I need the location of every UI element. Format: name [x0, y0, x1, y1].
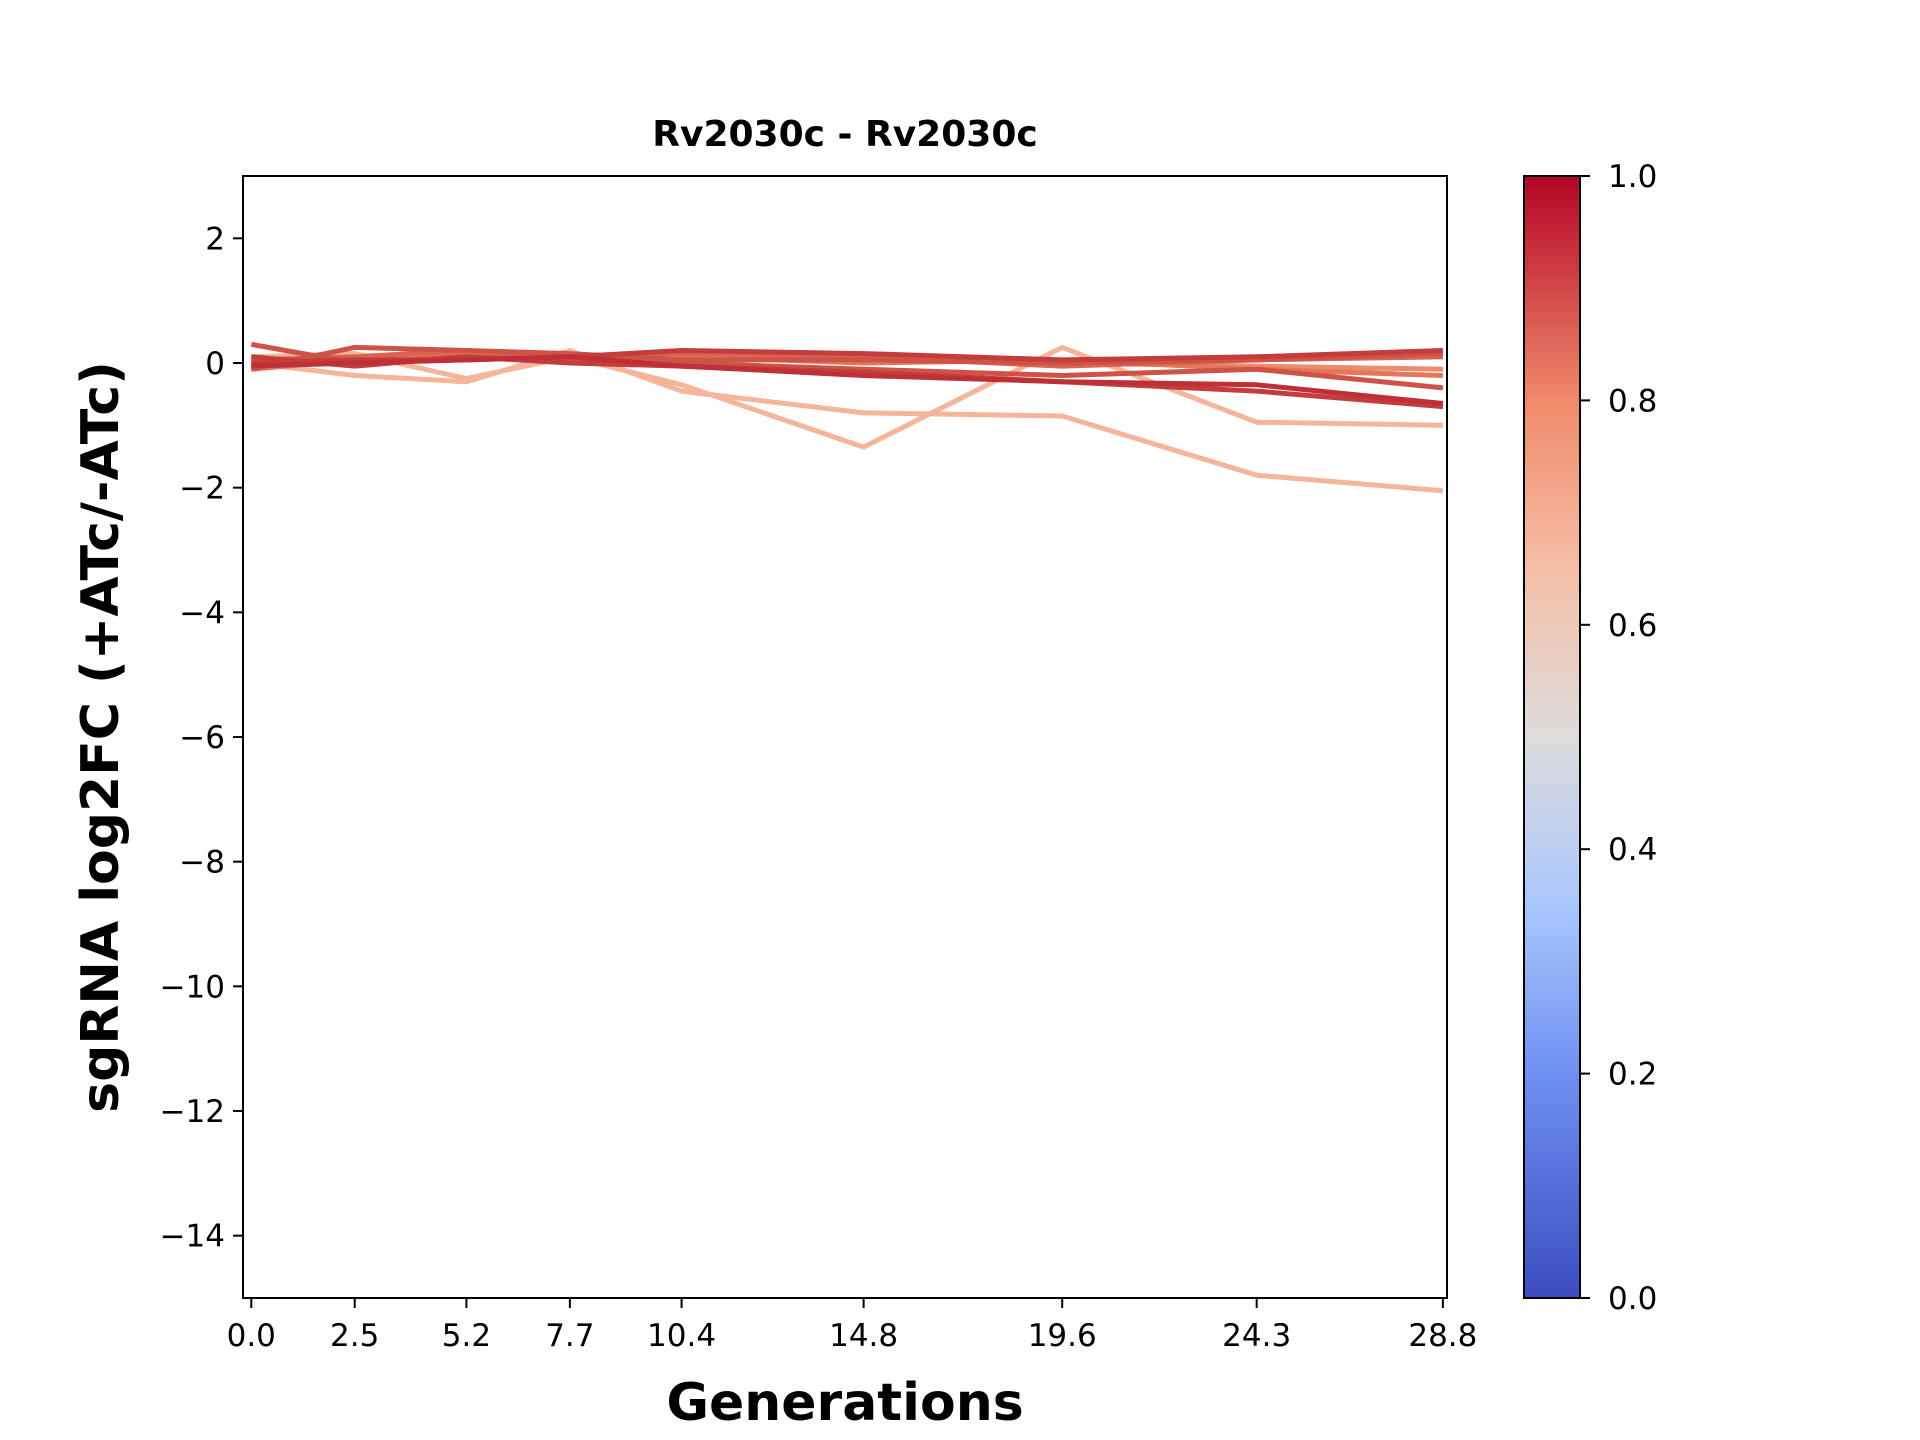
series-line-7: [250, 344, 1443, 372]
x-axis: 0.0 2.5 5.2 7.7 10.4 14.8 19.6 24.3 28.8: [227, 1298, 1477, 1354]
colorbar-tick-label: 1.0: [1608, 159, 1657, 195]
x-tick-label: 10.4: [647, 1318, 716, 1354]
y-tick-label: −2: [179, 471, 225, 507]
colorbar: [1523, 175, 1581, 1299]
colorbar-axis: 0.0 0.2 0.4 0.6 0.8 1.0: [1580, 159, 1657, 1317]
y-axis: 2 0 −2 −4 −6 −8 −10 −12 −14: [160, 221, 243, 1255]
x-tick-label: 28.8: [1408, 1318, 1477, 1354]
x-axis-label: Generations: [666, 1373, 1023, 1433]
colorbar-tick-label: 0.4: [1608, 832, 1657, 868]
y-tick-label: −4: [179, 595, 225, 631]
y-tick-label: −8: [179, 845, 225, 881]
colorbar-tick-label: 0.6: [1608, 608, 1657, 644]
series-line-1: [250, 348, 1444, 494]
y-tick-label: −6: [179, 720, 225, 756]
y-tick-label: −14: [160, 1219, 225, 1255]
chart-title: Rv2030c - Rv2030c: [652, 114, 1037, 155]
y-tick-label: −10: [160, 969, 225, 1005]
colorbar-tick-label: 0.2: [1608, 1057, 1657, 1093]
x-tick-label: 19.6: [1028, 1318, 1097, 1354]
y-tick-label: −12: [160, 1094, 225, 1130]
y-axis-label: sgRNA log2FC (+ATc/-ATc): [71, 361, 131, 1113]
y-tick-label: 2: [205, 221, 225, 257]
colorbar-tick-label: 0.8: [1608, 383, 1657, 419]
x-tick-label: 14.8: [829, 1318, 898, 1354]
colorbar-tick-label: 0.0: [1608, 1281, 1657, 1317]
x-tick-label: 0.0: [227, 1318, 276, 1354]
x-tick-label: 5.2: [442, 1318, 491, 1354]
x-tick-label: 24.3: [1222, 1318, 1291, 1354]
plot-frame: [242, 175, 1448, 1299]
series-line-10: [251, 354, 1444, 406]
y-tick-label: 0: [205, 346, 225, 382]
x-tick-label: 2.5: [330, 1318, 379, 1354]
series-layer: [250, 341, 1444, 494]
x-tick-label: 7.7: [545, 1318, 594, 1354]
